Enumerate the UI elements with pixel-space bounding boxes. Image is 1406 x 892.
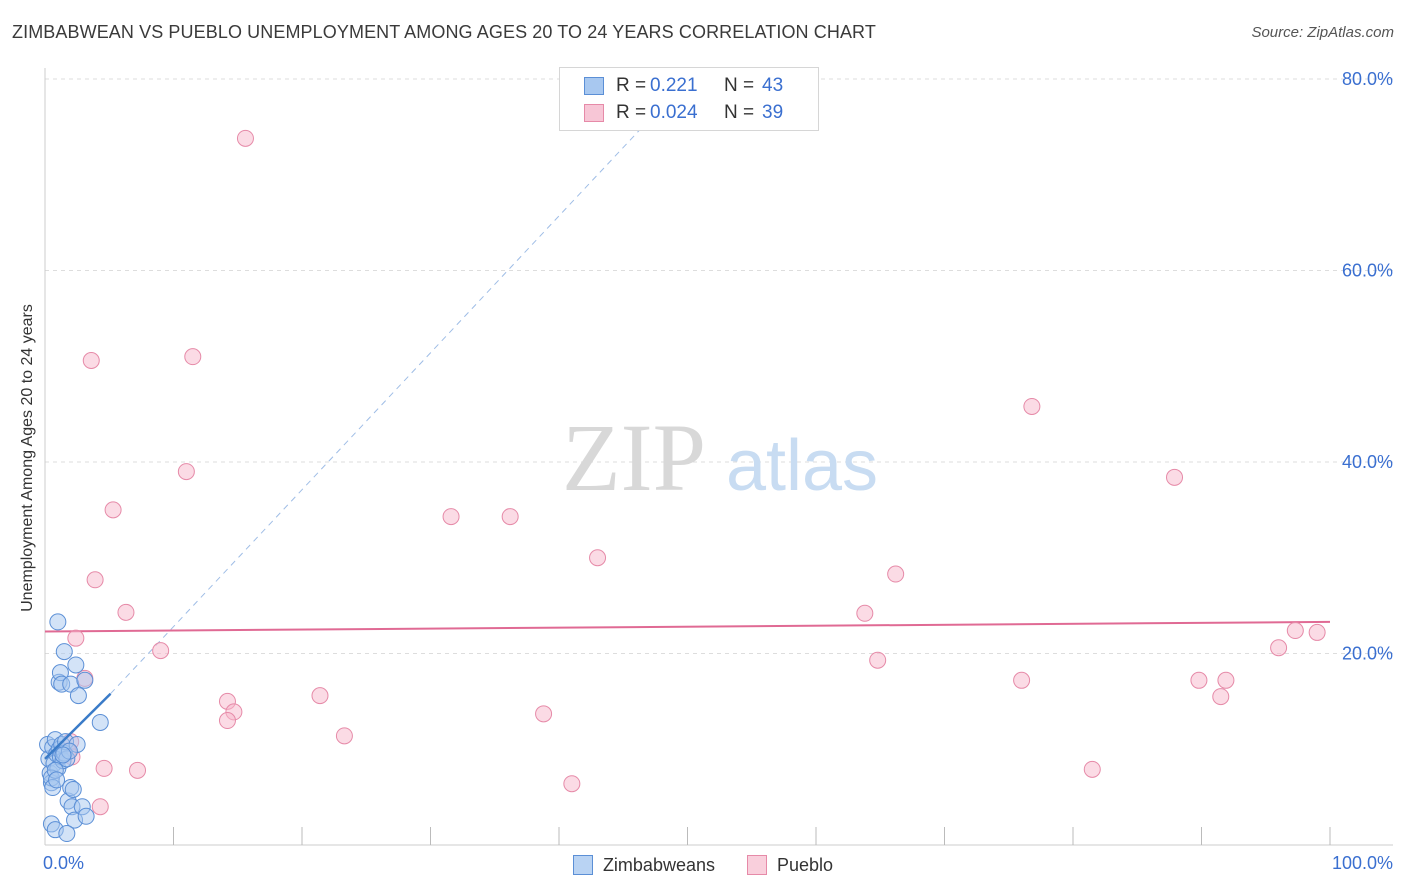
- zimbabweans-trendline-extension: [110, 78, 688, 695]
- pueblo-point: [1270, 639, 1288, 657]
- pueblo-point: [563, 775, 581, 793]
- zimbabweans-trendline: [44, 692, 112, 760]
- zimbabweans-legend-swatch: [572, 855, 593, 875]
- pueblo-point: [1023, 397, 1041, 415]
- pueblo-point: [869, 651, 887, 669]
- pueblo-swatch: [584, 104, 604, 122]
- x-tick-label: 0.0%: [43, 853, 84, 873]
- zimbabweans-point: [64, 780, 82, 798]
- pueblo-point: [95, 759, 113, 777]
- pueblo-point: [887, 565, 905, 583]
- zimbabweans-point: [67, 656, 85, 674]
- r-label: R =: [616, 102, 647, 123]
- pueblo-point: [1286, 622, 1304, 640]
- y-tick-label: 20.0%: [1342, 644, 1393, 664]
- pueblo-point: [236, 129, 254, 147]
- pueblo-point: [117, 603, 135, 621]
- stats-row-zimbabweans: R = 0.221 N = 43: [584, 74, 783, 98]
- pueblo-point: [104, 501, 122, 519]
- x-tick-label: 100.0%: [1332, 853, 1393, 873]
- chart-legend: Zimbabweans Pueblo: [0, 852, 1406, 878]
- zimbabweans-point: [58, 825, 76, 843]
- pueblo-point: [1217, 671, 1235, 689]
- zimbabweans-point: [55, 643, 73, 661]
- r-value: 0.221: [650, 75, 698, 96]
- pueblo-point: [1308, 623, 1326, 641]
- zimbabweans-point: [69, 687, 87, 705]
- legend-label: Pueblo: [777, 854, 834, 875]
- pueblo-point: [1190, 671, 1208, 689]
- n-value: 43: [762, 75, 784, 96]
- y-tick-label: 60.0%: [1342, 261, 1393, 281]
- pueblo-legend-swatch: [747, 855, 767, 875]
- pueblo-point: [311, 687, 329, 705]
- pueblo-point: [589, 549, 607, 567]
- pueblo-point: [129, 761, 147, 779]
- y-axis-label: Unemployment Among Ages 20 to 24 years: [19, 304, 36, 612]
- pueblo-trendline: [44, 620, 1331, 633]
- watermark-atlas: atlas: [726, 426, 878, 506]
- zimbabweans-point: [76, 671, 94, 689]
- pueblo-point: [184, 348, 202, 366]
- y-tick-label: 40.0%: [1342, 452, 1393, 472]
- pueblo-point: [82, 352, 100, 370]
- pueblo-point: [91, 798, 109, 816]
- pueblo-point: [218, 712, 236, 730]
- pueblo-point: [442, 508, 460, 526]
- y-tick-label: 80.0%: [1342, 69, 1393, 89]
- pueblo-point: [86, 571, 104, 589]
- pueblo-point: [1013, 671, 1031, 689]
- legend-label: Zimbabweans: [602, 854, 715, 875]
- pueblo-point: [152, 642, 170, 660]
- pueblo-point: [535, 705, 553, 723]
- zimbabweans-point: [77, 807, 95, 825]
- pueblo-point: [856, 604, 874, 622]
- n-label: N =: [724, 102, 755, 123]
- pueblo-point: [1212, 688, 1230, 706]
- zimbabweans-point: [48, 771, 66, 789]
- watermark-zip: ZIP: [562, 404, 706, 511]
- zimbabweans-point: [49, 613, 67, 631]
- pueblo-point: [1166, 468, 1184, 486]
- legend-item-zimbabweans[interactable]: Zimbabweans: [572, 854, 715, 876]
- zimbabweans-swatch: [584, 77, 604, 95]
- chart-title: ZIMBABWEAN VS PUEBLO UNEMPLOYMENT AMONG …: [12, 22, 876, 42]
- n-value: 39: [762, 102, 784, 123]
- zimbabweans-point: [54, 746, 72, 764]
- correlation-stats-box: R = 0.221 N = 43 R = 0.024 N = 39: [559, 67, 819, 131]
- pueblo-point: [177, 463, 195, 481]
- zimbabweans-point: [91, 713, 109, 731]
- stats-row-pueblo: R = 0.024 N = 39: [584, 101, 783, 125]
- r-value: 0.024: [650, 102, 698, 123]
- pueblo-point: [501, 508, 519, 526]
- pueblo-point: [67, 629, 85, 647]
- pueblo-point: [1083, 760, 1101, 778]
- n-label: N =: [724, 75, 755, 96]
- chart-source: Source: ZipAtlas.com: [1251, 24, 1394, 41]
- pueblo-point: [335, 727, 353, 745]
- r-label: R =: [616, 75, 647, 96]
- legend-item-pueblo[interactable]: Pueblo: [747, 855, 833, 876]
